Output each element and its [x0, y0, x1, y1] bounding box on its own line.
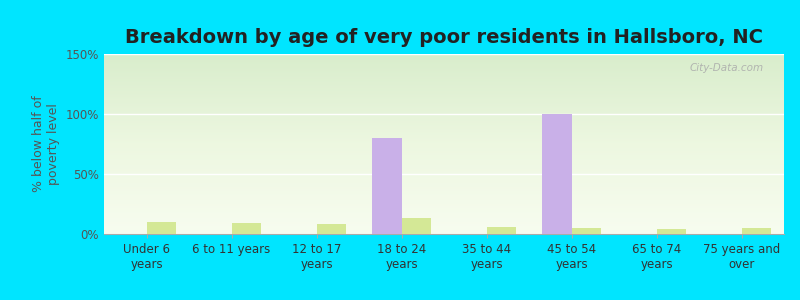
Y-axis label: % below half of
poverty level: % below half of poverty level — [32, 96, 60, 192]
Bar — [542, 114, 571, 234]
Bar — [402, 218, 431, 234]
Bar — [571, 228, 602, 234]
Bar — [742, 228, 771, 234]
Title: Breakdown by age of very poor residents in Hallsboro, NC: Breakdown by age of very poor residents … — [125, 28, 763, 47]
Bar — [372, 138, 402, 234]
Bar — [146, 222, 176, 234]
Bar — [486, 227, 516, 234]
Bar — [657, 229, 686, 234]
Bar — [317, 224, 346, 234]
Bar — [231, 223, 262, 234]
Text: City-Data.com: City-Data.com — [690, 63, 763, 73]
